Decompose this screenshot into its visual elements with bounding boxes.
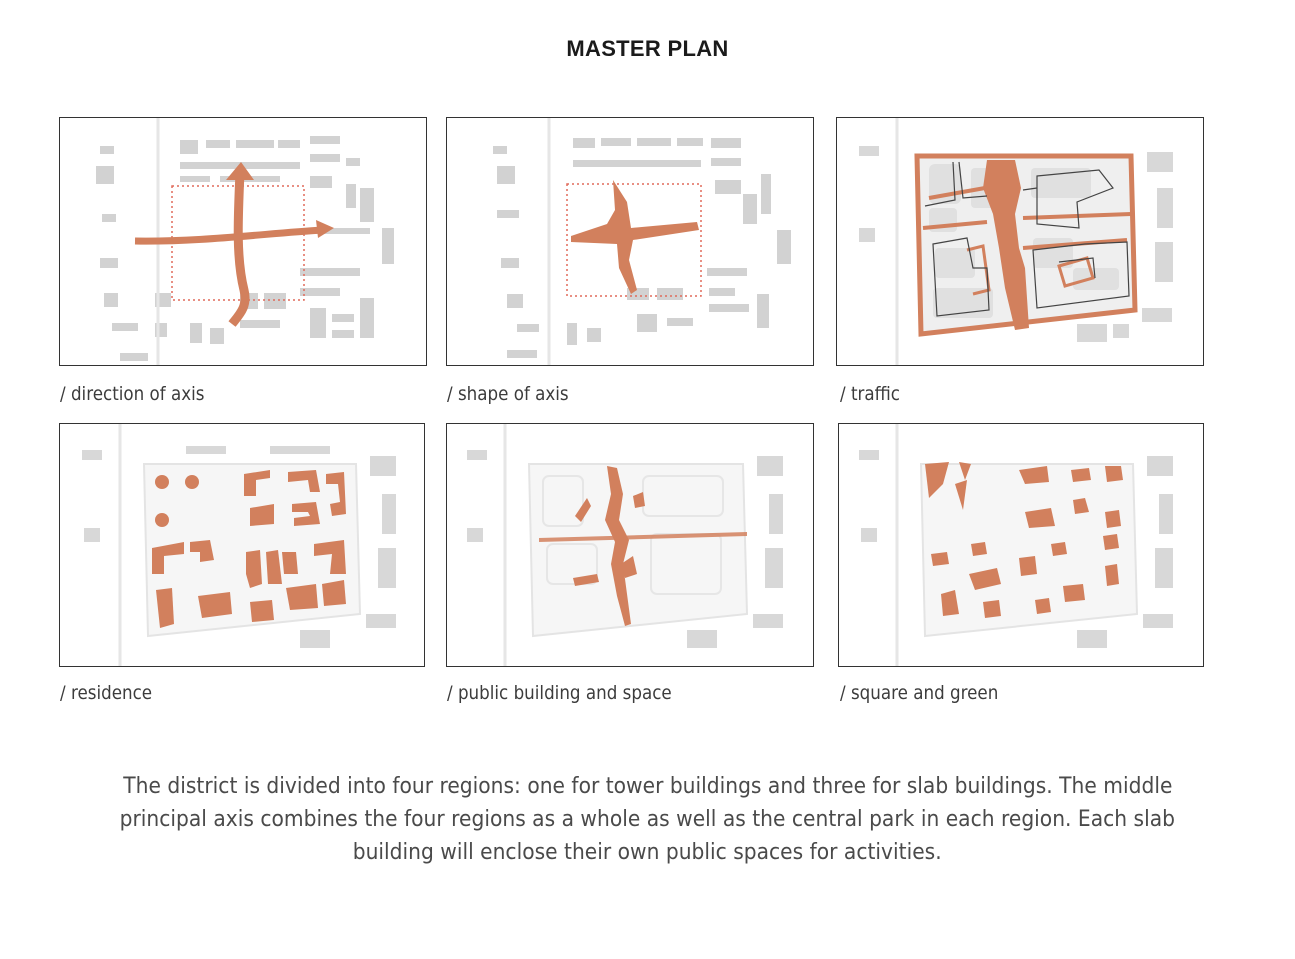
- panel-traffic: [836, 117, 1204, 366]
- panel-residence: [59, 423, 425, 667]
- panel-caption: / public building and space: [447, 682, 672, 704]
- page-title: MASTER PLAN: [566, 36, 729, 61]
- panel-public-building-and-space: [446, 423, 814, 667]
- description-line: principal axis combines the four regions…: [119, 806, 1176, 832]
- residence-diagram: [82, 424, 396, 666]
- description: The district is divided into four region…: [40, 770, 1255, 869]
- square-and-green-diagram: [859, 424, 1173, 666]
- panel-square-and-green: [838, 423, 1204, 667]
- traffic-diagram: [859, 118, 1173, 365]
- direction-of-axis-diagram: [96, 118, 394, 365]
- panel-direction-of-axis: [59, 117, 427, 366]
- panel-caption: / traffic: [840, 383, 900, 405]
- description-line: The district is divided into four region…: [122, 773, 1173, 799]
- public-building-diagram: [467, 424, 783, 666]
- panel-caption: / square and green: [840, 682, 999, 704]
- panel-caption: / direction of axis: [60, 383, 205, 405]
- description-line: building will enclose their own public s…: [353, 839, 942, 865]
- panel-caption: / residence: [60, 682, 153, 704]
- shape-of-axis-diagram: [493, 118, 791, 365]
- panel-shape-of-axis: [446, 117, 814, 366]
- panel-caption: / shape of axis: [447, 383, 569, 405]
